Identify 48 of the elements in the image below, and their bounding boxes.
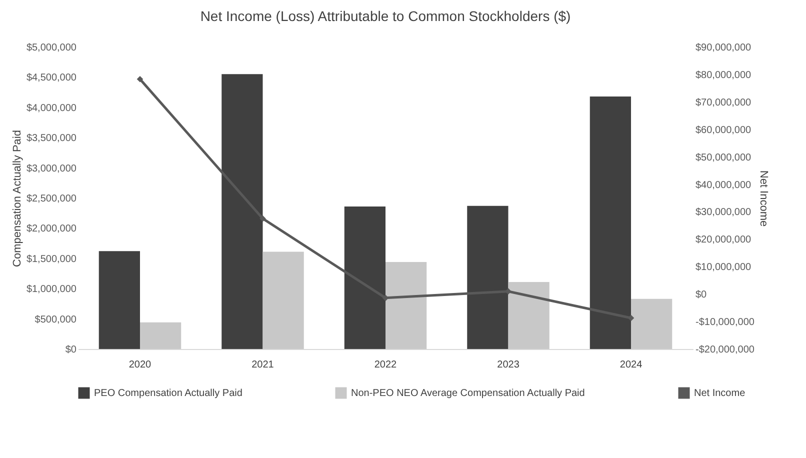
bar [140, 322, 182, 349]
y-tick-label: $500,000 [34, 314, 77, 326]
x-tick-label: 2024 [620, 360, 643, 370]
y2-tick-label: $80,000,000 [696, 70, 752, 81]
point [628, 314, 634, 322]
y-tick-label: $5,000,000 [26, 42, 77, 54]
bar [631, 298, 672, 349]
x-tick-label: 2020 [128, 360, 152, 370]
bar [467, 206, 508, 349]
y2-axis-title: Net Income [757, 170, 770, 227]
legend-label: PEO Compensation Actually Paid [94, 388, 242, 399]
y-tick-label: $4,000,000 [26, 102, 77, 114]
y-tick-label: $0 [65, 344, 77, 356]
y2-tick-label: $70,000,000 [696, 97, 752, 108]
y-axis-title: Compensation Actually Paid [11, 130, 24, 267]
legend-label: Non-PEO NEO Average Compensation Actually Paid [351, 388, 585, 399]
point [136, 76, 144, 82]
legend-label: Net Income [694, 388, 746, 399]
y2-tick-label: $90,000,000 [696, 42, 752, 54]
y-tick-label: $1,500,000 [26, 254, 77, 265]
y2-tick-label: $40,000,000 [696, 180, 752, 191]
chart-title: Net Income (Loss) Attributable to Common Stockholders ($) [200, 8, 571, 24]
y2-tick-label: $60,000,000 [696, 124, 752, 136]
point [505, 288, 512, 295]
y2-tick-label: -$20,000,000 [696, 344, 755, 356]
y2-tick-label: $10,000,000 [696, 262, 752, 274]
x-tick-label: 2023 [497, 360, 520, 370]
y2-tick-label: $0 [696, 290, 708, 301]
point [260, 215, 266, 222]
bar [262, 252, 304, 349]
x-tick-label: 2022 [374, 360, 398, 370]
y2-tick-label: $20,000,000 [696, 234, 752, 246]
bar [98, 251, 140, 349]
x-tick-label: 2021 [252, 360, 274, 370]
y-tick-label: $1,000,000 [26, 284, 77, 296]
y2-tick-label: $50,000,000 [696, 152, 752, 164]
bar [508, 282, 550, 349]
bar [386, 262, 427, 349]
y-tick-label: $3,000,000 [26, 163, 77, 174]
bar [344, 206, 386, 349]
y-tick-label: $4,500,000 [26, 72, 77, 84]
y-tick-label: $3,500,000 [26, 133, 77, 144]
y2-tick-label: $30,000,000 [696, 207, 752, 218]
bar [590, 96, 632, 349]
y-tick-label: $2,500,000 [26, 194, 77, 204]
y-tick-label: $2,000,000 [26, 224, 77, 235]
y2-tick-label: -$10,000,000 [696, 317, 755, 328]
bar [222, 74, 263, 349]
